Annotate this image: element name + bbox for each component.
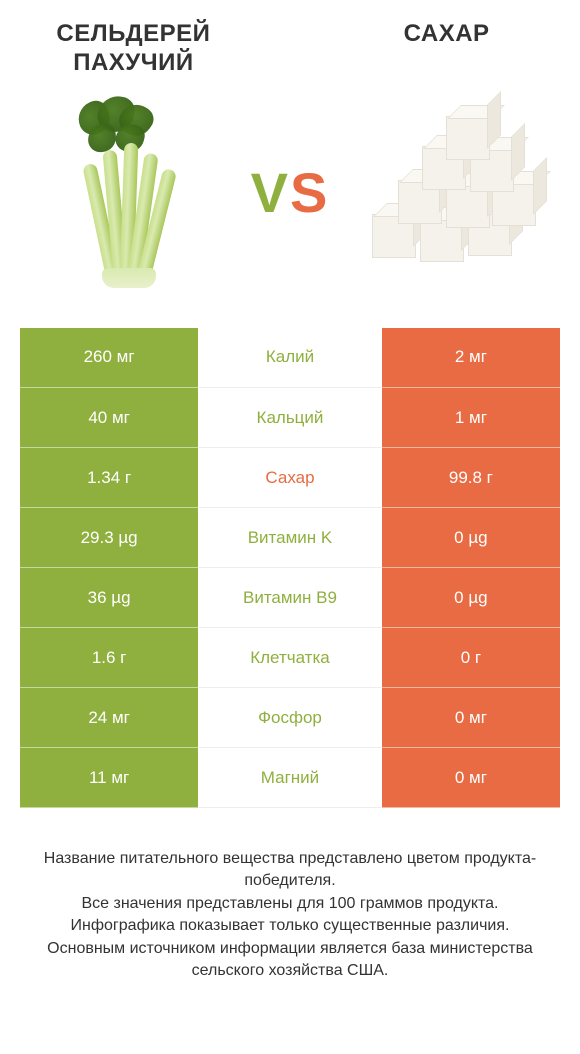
footer-line: Основным источником информации является … [20,938,560,983]
nutrient-name: Магний [198,748,382,808]
left-value: 24 мг [20,688,198,748]
footer-line: Название питательного вещества представл… [20,848,560,893]
left-value: 1.34 г [20,448,198,508]
right-value: 2 мг [382,328,560,388]
nutrient-name: Витамин K [198,508,382,568]
table-row: 11 мгМагний0 мг [20,748,560,808]
right-value: 0 мг [382,748,560,808]
left-product-title: СЕЛЬДЕРЕЙ ПАХУЧИЙ [20,20,247,78]
table-row: 1.6 гКлетчатка0 г [20,628,560,688]
nutrient-name: Кальций [198,388,382,448]
nutrient-name: Фосфор [198,688,382,748]
footer-line: Все значения представлены для 100 граммо… [20,893,560,915]
celery-icon [68,98,178,288]
vs-label: VS [251,160,330,225]
left-value: 36 µg [20,568,198,628]
left-value: 29.3 µg [20,508,198,568]
vs-v: V [251,161,290,224]
left-product-image [20,88,225,298]
right-value: 0 г [382,628,560,688]
table-row: 29.3 µgВитамин K0 µg [20,508,560,568]
right-value: 0 мг [382,688,560,748]
right-value: 0 µg [382,568,560,628]
footer-line: Инфографика показывает только существенн… [20,915,560,937]
table-row: 36 µgВитамин B90 µg [20,568,560,628]
vs-s: S [290,161,329,224]
table-row: 24 мгФосфор0 мг [20,688,560,748]
sugar-cubes-icon [362,118,552,268]
header: СЕЛЬДЕРЕЙ ПАХУЧИЙ САХАР [20,20,560,78]
left-value: 260 мг [20,328,198,388]
nutrient-name: Клетчатка [198,628,382,688]
images-row: VS [20,88,560,298]
right-value: 0 µg [382,508,560,568]
left-value: 40 мг [20,388,198,448]
nutrient-name: Калий [198,328,382,388]
right-value: 1 мг [382,388,560,448]
right-value: 99.8 г [382,448,560,508]
table-row: 40 мгКальций1 мг [20,388,560,448]
footer-notes: Название питательного вещества представл… [20,848,560,982]
nutrient-name: Витамин B9 [198,568,382,628]
left-value: 1.6 г [20,628,198,688]
right-product-image [355,88,560,298]
right-product-title: САХАР [333,20,560,49]
left-value: 11 мг [20,748,198,808]
nutrient-name: Сахар [198,448,382,508]
table-row: 1.34 гСахар99.8 г [20,448,560,508]
comparison-table: 260 мгКалий2 мг40 мгКальций1 мг1.34 гСах… [20,328,560,809]
table-row: 260 мгКалий2 мг [20,328,560,388]
